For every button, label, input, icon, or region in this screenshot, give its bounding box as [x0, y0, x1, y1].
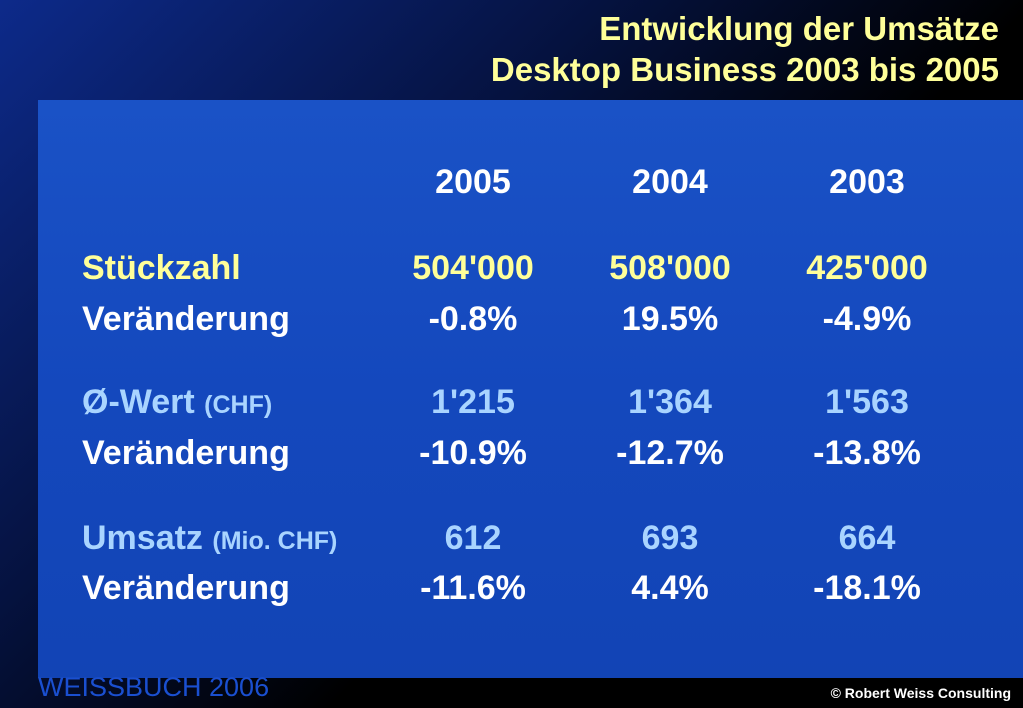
title-line-1: Entwicklung der Umsätze: [599, 10, 999, 47]
cell-stueckzahl-2003: 425'000: [806, 249, 928, 287]
content-panel: [38, 100, 1023, 678]
row-label-veraenderung-3: Veränderung: [82, 569, 290, 607]
cell-veraenderung2-2005: -10.9%: [419, 434, 527, 472]
row-label-stueckzahl: Stückzahl: [82, 248, 241, 288]
footer-weissbuch: WEISSBUCH 2006: [38, 672, 270, 702]
row-label-text: Stückzahl: [82, 249, 241, 287]
cell-veraenderung3-2003: -18.1%: [813, 569, 921, 607]
cell-veraenderung3-2004: 4.4%: [631, 569, 709, 607]
cell-wert-2003: 1'563: [825, 383, 909, 421]
title-line-2: Desktop Business 2003 bis 2005: [490, 51, 999, 88]
cell-umsatz-2005: 612: [444, 519, 502, 557]
cell-veraenderung1-2005: -0.8%: [428, 300, 518, 338]
slide-title: Entwicklung der Umsätze Desktop Business…: [491, 8, 999, 90]
cell-stueckzahl-2004: 508'000: [609, 249, 731, 287]
row-label-durchschnittswert: Ø-Wert (CHF): [82, 382, 272, 425]
row-label-veraenderung-1: Veränderung: [82, 300, 290, 338]
year-header-2003: 2003: [829, 163, 905, 201]
row-label-veraenderung-2: Veränderung: [82, 434, 290, 472]
row-label-text: Ø-Wert: [82, 383, 195, 421]
row-label-unit: (CHF): [204, 391, 273, 419]
cell-umsatz-2004: 693: [641, 519, 699, 557]
cell-stueckzahl-2005: 504'000: [412, 249, 534, 287]
cell-wert-2005: 1'215: [431, 383, 515, 421]
footer-copyright: © Robert Weiss Consulting: [830, 685, 1011, 701]
cell-veraenderung3-2005: -11.6%: [420, 569, 526, 607]
cell-veraenderung1-2003: -4.9%: [822, 300, 912, 338]
year-header-2004: 2004: [632, 163, 708, 201]
row-label-unit: (Mio. CHF): [212, 527, 338, 555]
cell-veraenderung2-2003: -13.8%: [813, 434, 921, 472]
year-header-2005: 2005: [435, 163, 511, 201]
cell-veraenderung1-2004: 19.5%: [621, 300, 719, 338]
cell-veraenderung2-2004: -12.7%: [616, 434, 724, 472]
row-label-text: Umsatz: [82, 519, 203, 557]
cell-wert-2004: 1'364: [628, 383, 712, 421]
row-label-umsatz: Umsatz (Mio. CHF): [82, 518, 337, 561]
cell-umsatz-2003: 664: [838, 519, 896, 557]
